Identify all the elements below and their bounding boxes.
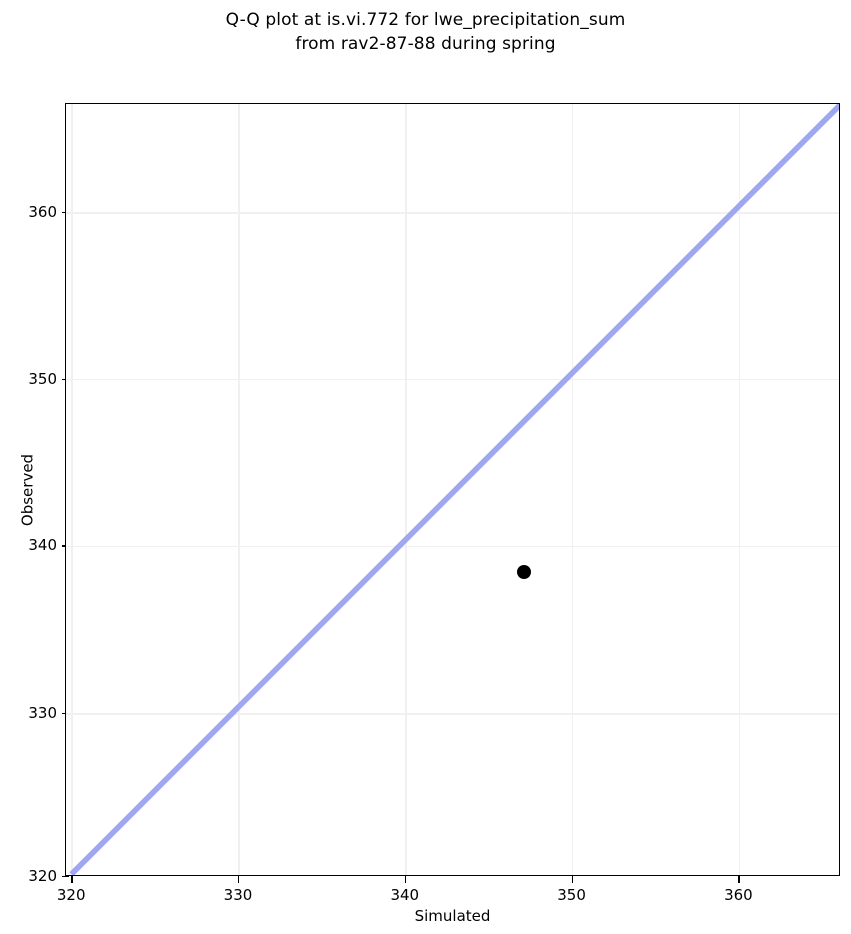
y-tick-label: 330: [28, 703, 57, 722]
chart-title-line-2: from rav2-87-88 during spring: [295, 34, 556, 54]
x-tick-mark: [404, 876, 407, 883]
gridline-vertical: [571, 104, 574, 875]
gridline-vertical: [71, 104, 73, 875]
y-axis-label: Observed: [18, 453, 37, 527]
x-tick-mark: [71, 876, 73, 883]
gridline-horizontal: [66, 212, 839, 214]
gridline-vertical: [238, 104, 240, 875]
x-tick-label: 350: [557, 886, 586, 904]
y-tick-label: 350: [28, 369, 57, 388]
x-tick-label: 360: [724, 886, 753, 904]
y-tick-label: 360: [28, 202, 57, 221]
chart-title-line-1: Q-Q plot at is.vi.772 for lwe_precipitat…: [225, 10, 626, 30]
x-axis-label: Simulated: [414, 907, 491, 925]
x-tick-label: 320: [56, 886, 86, 904]
x-tick-label: 330: [223, 886, 253, 904]
chart-title: Q-Q plot at is.vi.772 for lwe_precipitat…: [0, 8, 851, 56]
one-to-one-reference-line: [69, 104, 839, 875]
gridline-vertical: [738, 104, 741, 875]
gridline-horizontal: [66, 378, 839, 381]
y-tick-label: 320: [28, 867, 57, 885]
y-tick-mark: [61, 876, 69, 878]
x-tick-mark: [571, 876, 573, 883]
x-tick-label: 340: [390, 886, 420, 904]
data-point[interactable]: [516, 564, 531, 579]
gridline-horizontal: [66, 713, 839, 715]
x-tick-mark: [738, 876, 740, 883]
y-tick-label: 340: [28, 536, 57, 555]
plot-area[interactable]: [65, 103, 840, 876]
gridline-horizontal: [66, 545, 839, 548]
gridline-vertical: [405, 104, 407, 875]
x-tick-mark: [238, 876, 240, 883]
